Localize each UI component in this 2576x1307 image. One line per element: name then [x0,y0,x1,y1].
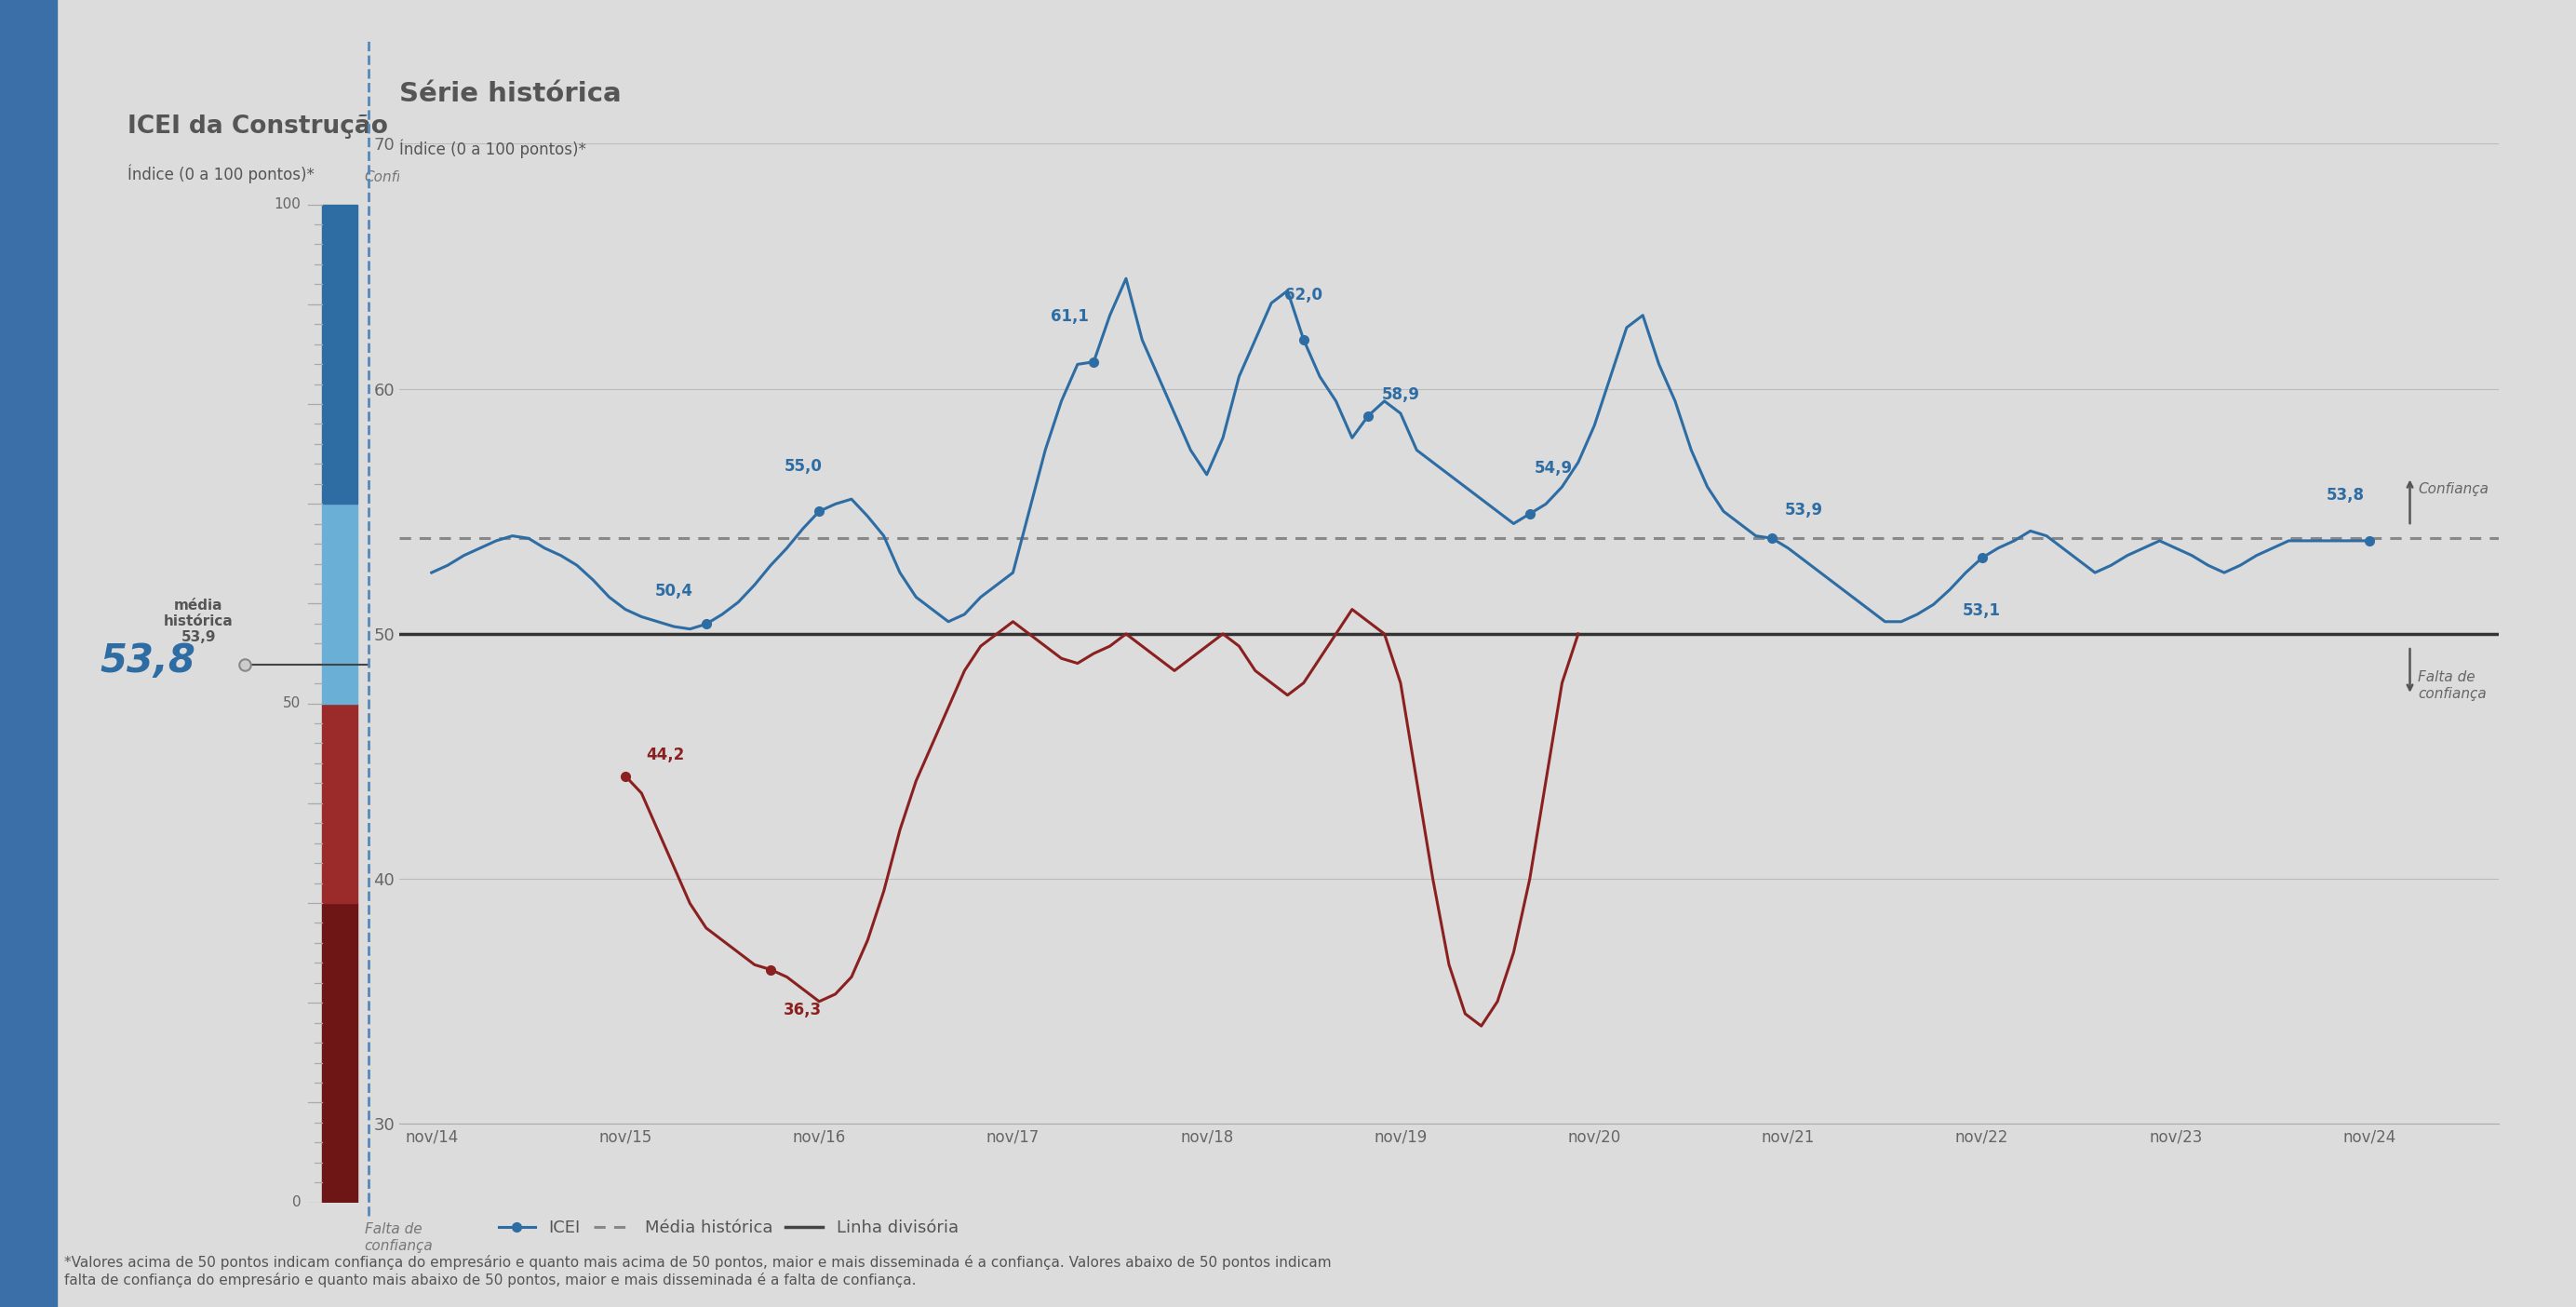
Bar [322,903,358,1202]
Text: 55,0: 55,0 [783,457,822,474]
Text: 58,9: 58,9 [1381,387,1419,404]
Text: Confiança: Confiança [363,170,435,184]
Text: 100: 100 [273,197,301,212]
Text: Série histórica: Série histórica [399,81,621,107]
Text: Falta de
confiança: Falta de confiança [2419,670,2486,701]
Bar [322,703,358,903]
Legend: ICEI, Média histórica, Linha divisória: ICEI, Média histórica, Linha divisória [492,1213,966,1243]
Text: Falta de
confiança: Falta de confiança [363,1222,433,1252]
Text: 53,1: 53,1 [1963,603,2002,620]
Text: 53,8: 53,8 [100,640,196,680]
Text: 36,3: 36,3 [783,1002,822,1018]
Text: 53,9: 53,9 [1785,502,1824,519]
Text: 54,9: 54,9 [1535,460,1574,477]
Text: 50: 50 [283,697,301,711]
Text: média
histórica
53,9: média histórica 53,9 [165,599,234,644]
Text: Confiança: Confiança [2419,482,2488,497]
Text: 62,0: 62,0 [1285,286,1321,303]
Text: 0: 0 [291,1196,301,1209]
Bar [322,503,358,703]
Text: 44,2: 44,2 [647,748,685,763]
Text: Índice (0 a 100 pontos)*: Índice (0 a 100 pontos)* [129,165,314,183]
Text: 53,8: 53,8 [2326,488,2365,505]
Text: 50,4: 50,4 [654,583,693,600]
Text: 61,1: 61,1 [1051,308,1090,325]
Text: Índice (0 a 100 pontos)*: Índice (0 a 100 pontos)* [399,139,587,158]
Bar [322,204,358,503]
Text: ICEI da Construção: ICEI da Construção [129,115,389,139]
Text: *Valores acima de 50 pontos indicam confiança do empresário e quanto mais acima : *Valores acima de 50 pontos indicam conf… [64,1255,1332,1287]
